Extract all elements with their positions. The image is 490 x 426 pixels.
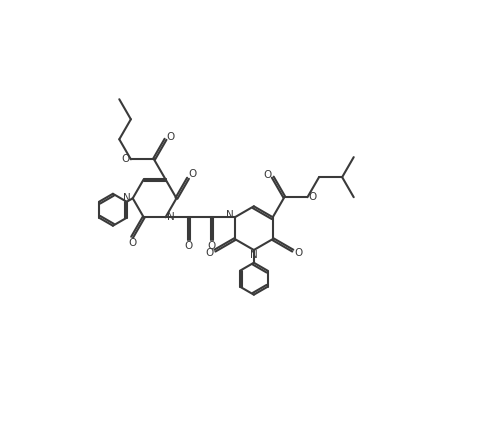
Text: O: O [205, 248, 214, 258]
Text: N: N [123, 193, 131, 203]
Text: O: O [188, 169, 196, 179]
Text: O: O [185, 241, 193, 251]
Text: O: O [294, 248, 302, 258]
Text: O: O [121, 154, 129, 164]
Text: N: N [167, 212, 175, 222]
Text: N: N [225, 210, 233, 220]
Text: O: O [128, 238, 136, 248]
Text: O: O [167, 132, 175, 142]
Text: O: O [309, 192, 317, 202]
Text: N: N [250, 250, 258, 260]
Text: O: O [208, 241, 216, 251]
Text: O: O [264, 170, 272, 180]
